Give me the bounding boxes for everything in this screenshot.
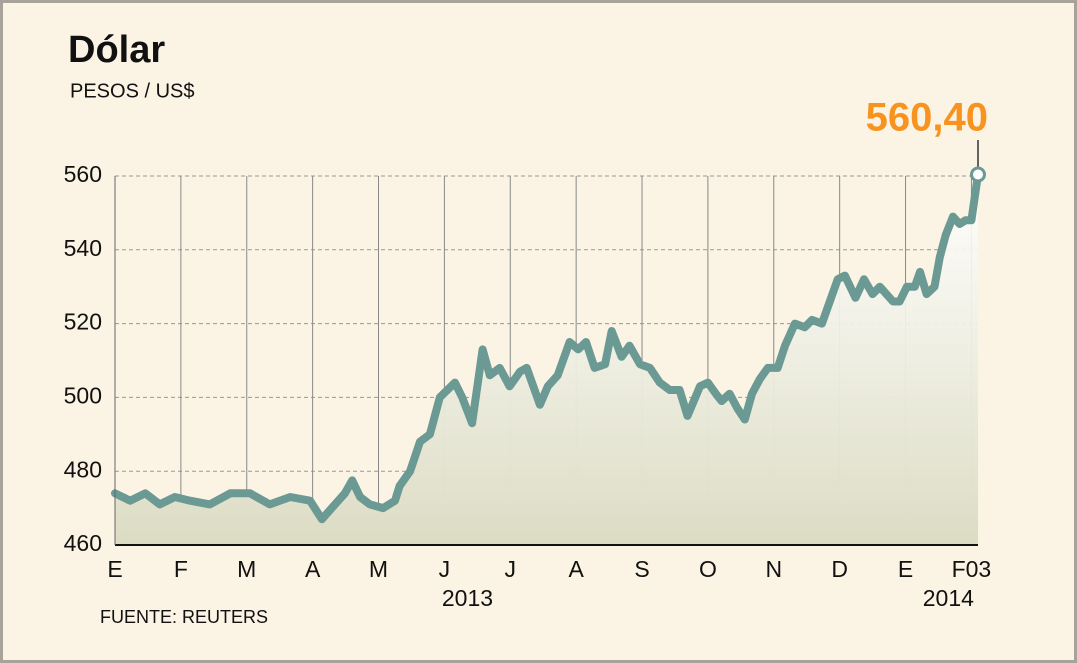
x-tick-label: O <box>699 556 717 582</box>
x-tick-label: D <box>831 556 848 582</box>
x-tick-label: E <box>898 556 913 582</box>
x-tick-label: N <box>765 556 782 582</box>
x-tick-label: S <box>634 556 649 582</box>
x-tick-label: J <box>439 556 451 582</box>
x-tick-label: E <box>107 556 122 582</box>
x-tick-label: F <box>174 556 188 582</box>
y-tick-label: 500 <box>64 382 102 408</box>
x-tick-label: F03 <box>952 556 992 582</box>
line <box>111 170 982 524</box>
source: FUENTE: REUTERS <box>100 607 268 627</box>
x-tick-label: A <box>305 556 321 582</box>
year-label: 2014 <box>923 585 974 611</box>
year-label: 2013 <box>442 585 493 611</box>
plot: 460 480 500 520 540 560 E F M A M J J A S O N D E F03 560,40… <box>64 96 992 612</box>
y-tick-label: 460 <box>64 530 102 556</box>
x-tick-label: A <box>568 556 584 582</box>
value-label: 560,40 <box>866 96 988 140</box>
y-tick-label: 520 <box>64 309 102 335</box>
chart-subtitle: PESOS / US$ <box>70 80 195 102</box>
x-tick-label: M <box>237 556 256 582</box>
point <box>970 166 986 183</box>
area <box>115 174 978 545</box>
y-tick-label: 540 <box>64 235 102 261</box>
chart-title: Dólar <box>68 29 165 71</box>
x-tick-label: J <box>505 556 517 582</box>
x-tick-label: M <box>369 556 388 582</box>
y-tick-label: 560 <box>64 161 102 187</box>
y-tick-label: 480 <box>64 456 102 482</box>
